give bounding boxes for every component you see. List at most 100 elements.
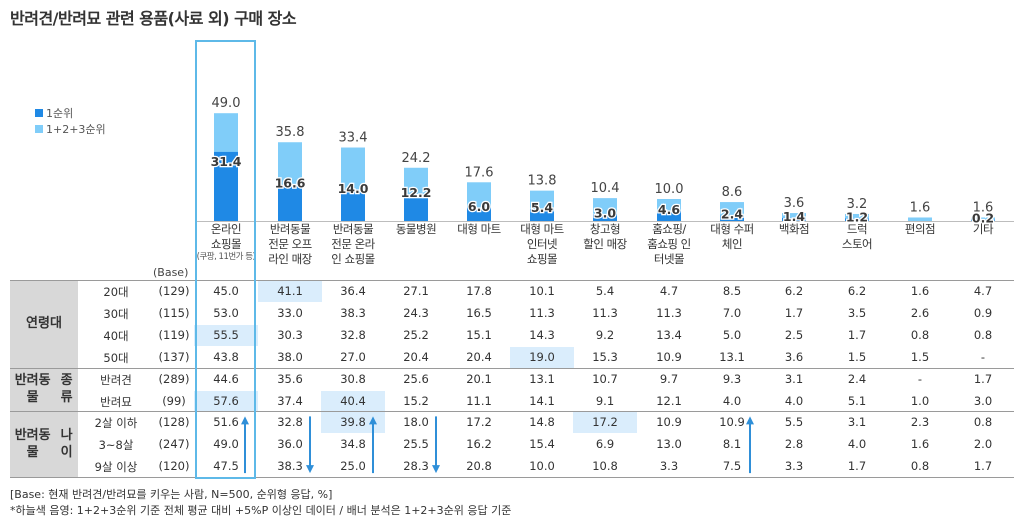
category-label-line: 동물병원 [395, 222, 437, 236]
bar-rank1-label: 31.4 [211, 154, 242, 169]
table-cell: 12.1 [656, 393, 682, 408]
table-cell: 10.9 [656, 349, 682, 364]
highlight-cell [194, 390, 258, 412]
table-cell: 38.0 [277, 349, 303, 364]
bar-total-label: 49.0 [212, 96, 241, 111]
category-label-line: 홈쇼핑/ [652, 222, 686, 236]
table-cell: 17.2 [466, 415, 492, 430]
table-cell: 13.0 [656, 437, 682, 452]
bar-rank1 [657, 210, 681, 221]
table-cell: 5.0 [722, 327, 742, 342]
bar-chart: 49.0 31.4 35.8 16.6 33.4 14.0 24.2 12.2 17.6 6.0 1… [195, 96, 1014, 227]
table-cell: 25.6 [403, 371, 429, 386]
table-cell: 15.3 [592, 349, 618, 364]
category-label: 반려동물 전문 오프 라인 매장 [255, 222, 325, 267]
row-group-label-line: 반려동물 [14, 428, 51, 461]
table-cell: 5.4 [595, 284, 615, 298]
table-cell: 25.5 [403, 437, 429, 452]
table-cell: 15.1 [466, 327, 492, 342]
table-cell: 25.0 [340, 459, 366, 474]
category-label-line: 쇼핑몰 [210, 237, 242, 251]
table-cell: 2.0 [973, 437, 993, 452]
category-label: 백화점 [759, 222, 829, 237]
table-cell: 53.0 [213, 305, 239, 320]
table-cell: 3.6 [784, 349, 804, 364]
row-label: 2살 이하 [94, 416, 138, 431]
row-label: 40대 [103, 328, 129, 343]
chart-title: 반려견/반려묘 관련 용품(사료 외) 구매 장소 [10, 9, 297, 28]
table-cell: 4.0 [722, 393, 742, 408]
group-separator [10, 411, 1014, 413]
category-label-sub: (쿠팡, 11번가 등) [196, 252, 256, 262]
table-cell: 3.0 [973, 393, 993, 408]
category-label-line: 라인 매장 [268, 252, 312, 266]
bar-total-label: 33.4 [339, 131, 368, 146]
bar-rank1-label: 4.6 [658, 202, 680, 217]
table-cell: 13.4 [656, 327, 682, 342]
bar-rank1 [341, 190, 365, 221]
row-base: (119) [158, 327, 190, 342]
bar-rank1 [278, 184, 302, 221]
bar-rank1-label: 14.0 [338, 181, 369, 196]
category-label: 반려동물 전문 온라 인 쇼핑몰 [318, 222, 388, 267]
table-cell: 32.8 [277, 415, 303, 430]
bar-total-label: 17.6 [465, 165, 494, 180]
trend-arrow-head [432, 465, 440, 474]
category-label-line: 창고형 [589, 222, 621, 236]
bar-total-label: 10.4 [591, 181, 620, 196]
table-cell: 36.0 [277, 437, 303, 452]
table-cell: 18.0 [403, 415, 429, 430]
table-cell: 5.1 [847, 393, 867, 408]
legend-swatch-rank123 [35, 125, 43, 133]
table-cell: 10.8 [592, 459, 618, 474]
table-cell: 1.5 [847, 349, 867, 364]
category-label: 기타 [948, 222, 1018, 237]
table-cell: 16.2 [466, 437, 492, 452]
category-label: 대형 마트 인터넷 쇼핑몰 [507, 222, 577, 267]
table-cell: 38.3 [277, 459, 303, 474]
bar-rank1-label: 3.0 [594, 205, 616, 220]
bar-total-label: 24.2 [402, 151, 431, 166]
table-cell: 4.0 [847, 437, 867, 452]
base-note: [Base: 현재 반려견/반려묘를 키우는 사람, N=500, 순위형 응답… [10, 488, 333, 501]
table-cell: 51.6 [213, 415, 239, 430]
row-group-label: 연령대 [10, 280, 78, 368]
category-label: 홈쇼핑/홈쇼핑 인 터넷몰 [634, 222, 704, 267]
table-cell: 3.3 [784, 459, 804, 474]
table-cell: 16.5 [466, 305, 492, 320]
base-header: (Base) [153, 266, 189, 279]
table-cell: 15.2 [403, 393, 429, 408]
category-label-line: 쇼핑몰 [526, 252, 558, 266]
table-cell: 2.8 [784, 437, 804, 452]
table-cell: 9.2 [595, 327, 615, 342]
highlight-cell [321, 390, 385, 412]
row-base: (247) [158, 437, 190, 452]
bar-rank1 [593, 214, 617, 221]
bar-rank1 [214, 151, 238, 221]
table-cell: 30.3 [277, 327, 303, 342]
table-cell: 9.1 [595, 393, 615, 408]
bar-total-label: 8.6 [722, 185, 743, 200]
table-cell: 13.1 [719, 349, 745, 364]
highlight-cell [258, 281, 322, 302]
category-label-line: 인 쇼핑몰 [331, 252, 375, 266]
row-label: 9살 이상 [94, 460, 138, 475]
bar-total [845, 213, 869, 221]
bar-rank1-label: 1.4 [783, 209, 805, 224]
table-cell: 24.3 [403, 305, 429, 320]
category-label-line: 온라인 [210, 222, 242, 236]
bar-total-label: 10.0 [655, 182, 684, 197]
bar-total [971, 217, 995, 221]
table-cell: 20.8 [466, 459, 492, 474]
table-cell: 1.7 [973, 371, 993, 386]
table-cell: 2.5 [784, 327, 804, 342]
table-cell: 4.7 [973, 284, 993, 298]
table-cell: 57.6 [213, 393, 239, 408]
category-label: 온라인 쇼핑몰 (쿠팡, 11번가 등) [191, 222, 261, 262]
bar-total [782, 213, 806, 221]
table-cell: 3.3 [659, 459, 679, 474]
row-base: (128) [158, 415, 190, 430]
category-label-line: 기타 [972, 222, 994, 236]
bar-rank1-label: 16.6 [275, 175, 306, 190]
